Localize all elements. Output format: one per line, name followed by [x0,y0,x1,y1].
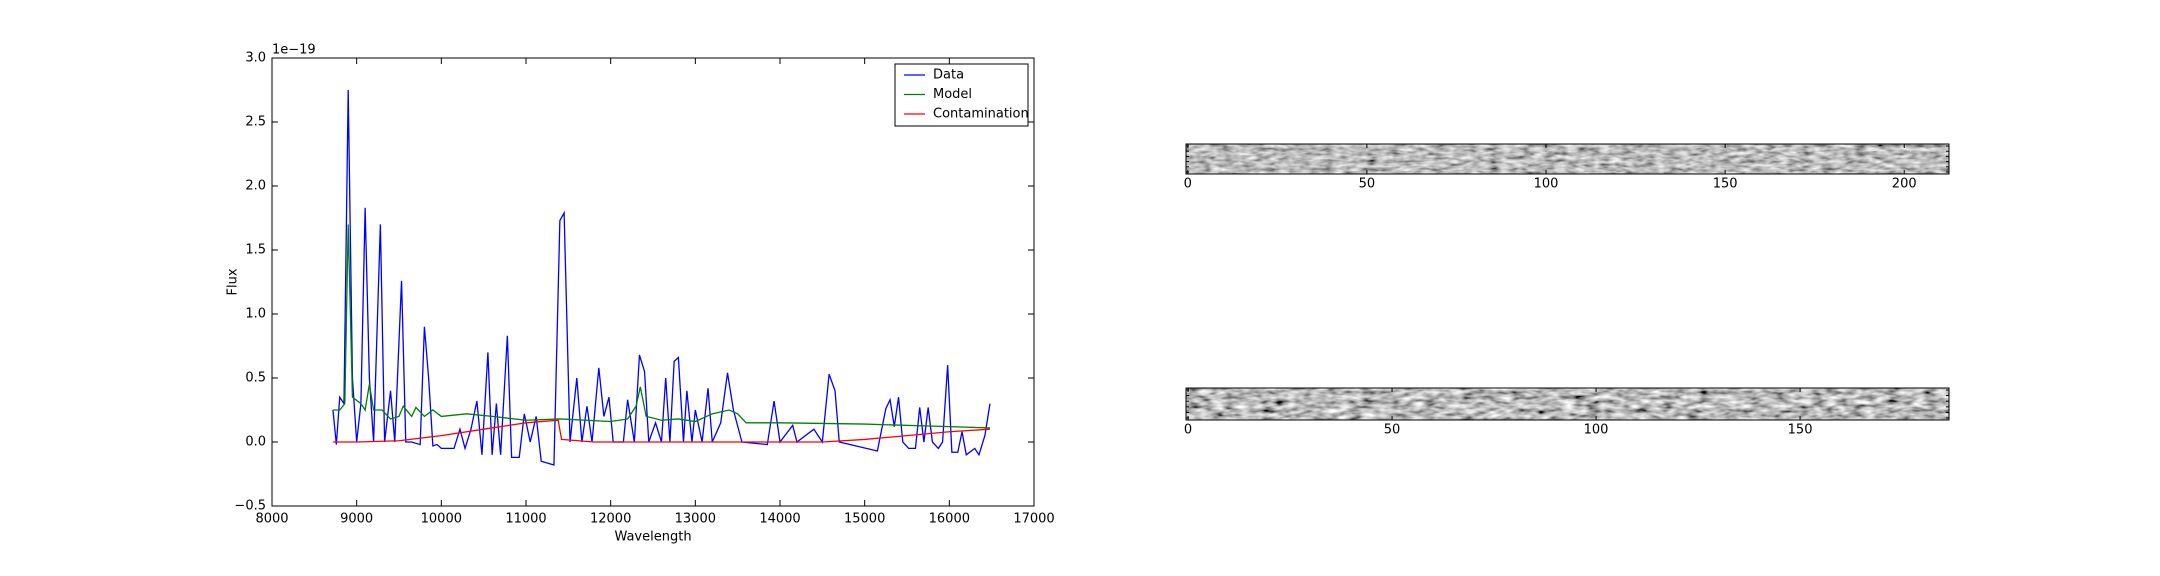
x-tick-label: 100 [1534,177,1559,192]
spectrum-image [1186,388,1949,420]
spectrum-image [1186,144,1949,174]
x-tick-label: 16000 [929,512,970,527]
data-line [332,224,990,429]
data-line [332,89,991,466]
x-tick-label: 50 [1359,177,1376,192]
x-tick-label: 200 [1892,177,1917,192]
y-tick-label: 1.5 [245,243,266,258]
y-tick-label: 2.5 [245,115,266,130]
x-tick-label: 15000 [844,512,885,527]
x-tick-label: 0 [1184,177,1192,192]
x-tick-label: 0 [1184,423,1192,438]
x-tick-label: 100 [1584,423,1609,438]
y-tick-label: 0.0 [245,435,266,450]
x-tick-label: 12000 [590,512,631,527]
x-tick-label: 17000 [1013,512,1054,527]
x-tick-label: 13000 [675,512,716,527]
x-tick-label: 10000 [421,512,462,527]
axes-frame [1185,387,1950,421]
x-tick-label: 9000 [340,512,373,527]
legend-label: Model [933,87,972,102]
y-tick-label: 2.0 [245,179,266,194]
y-tick-label: 0.5 [245,371,266,386]
legend-label: Data [933,68,964,83]
y-axis-label: Flux [226,268,241,295]
x-tick-label: 150 [1788,423,1813,438]
legend-label: Contamination [933,107,1029,122]
y-tick-label: −0.5 [234,499,266,514]
x-tick-label: 50 [1384,423,1401,438]
x-tick-label: 11000 [505,512,546,527]
offset-text: 1e−19 [272,43,316,58]
data-line [332,419,991,443]
y-tick-label: 3.0 [245,51,266,66]
x-tick-label: 14000 [759,512,800,527]
x-axis-label: Wavelength [614,530,691,545]
y-tick-label: 1.0 [245,307,266,322]
x-tick-label: 150 [1713,177,1738,192]
axes-frame [1185,143,1950,175]
axes-frame [271,57,1035,507]
x-tick-label: 8000 [255,512,288,527]
